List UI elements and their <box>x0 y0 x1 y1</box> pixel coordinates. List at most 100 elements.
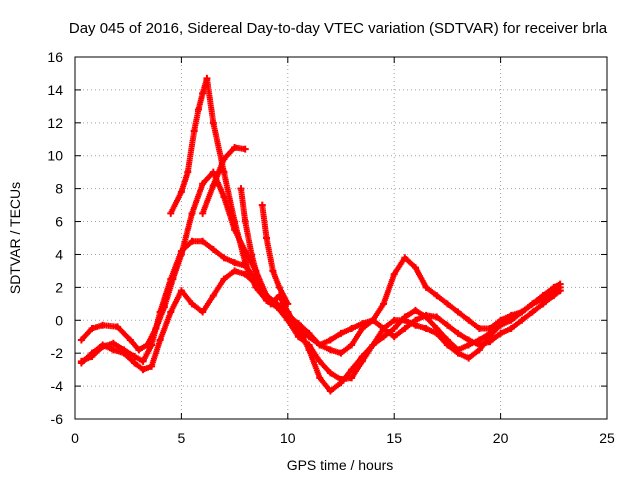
data-point <box>454 346 462 354</box>
data-point <box>199 180 207 188</box>
data-point <box>305 329 313 337</box>
y-tick-label: 0 <box>55 312 63 328</box>
data-point <box>465 316 473 324</box>
data-point <box>114 323 122 331</box>
data-point <box>401 325 409 332</box>
data-point <box>275 283 283 291</box>
data-point <box>284 300 292 308</box>
data-point <box>139 366 147 374</box>
data-point <box>77 359 85 367</box>
data-point <box>220 193 228 201</box>
data-point <box>422 311 430 319</box>
data-point <box>99 321 107 329</box>
y-tick-label: -2 <box>51 345 64 361</box>
data-point <box>88 349 96 357</box>
data-point <box>475 341 483 349</box>
data-point <box>497 329 505 337</box>
data-point <box>199 89 207 97</box>
data-point <box>220 155 228 163</box>
data-point <box>109 346 117 354</box>
data-point <box>433 292 441 300</box>
data-point <box>475 325 483 332</box>
chart-title: Day 045 of 2016, Sidereal Day-to-day VTE… <box>69 20 608 37</box>
data-point <box>131 352 139 360</box>
data-point <box>99 341 107 349</box>
data-point <box>556 287 564 295</box>
data-point <box>422 325 430 332</box>
data-point <box>77 336 85 344</box>
data-marks <box>77 74 564 395</box>
data-point <box>156 308 164 316</box>
y-tick-label: -4 <box>51 378 64 394</box>
data-point <box>316 341 324 349</box>
data-point <box>337 349 345 357</box>
data-point <box>88 325 96 332</box>
data-point <box>109 339 117 347</box>
data-point <box>518 316 526 324</box>
data-point <box>401 313 409 321</box>
data-point <box>231 144 239 151</box>
data-point <box>231 267 239 275</box>
data-point <box>167 308 175 316</box>
data-point <box>241 259 249 267</box>
data-point <box>348 366 356 374</box>
data-point <box>301 333 309 341</box>
data-point <box>220 275 228 283</box>
data-point <box>220 254 228 262</box>
data-point <box>267 300 275 308</box>
data-point <box>131 359 139 367</box>
y-tick-label: 8 <box>55 181 63 197</box>
data-point <box>177 287 185 295</box>
x-tick-label: 15 <box>386 430 402 446</box>
data-point <box>252 283 260 291</box>
data-point <box>231 259 239 267</box>
y-axis-label: SDTVAR / TECUs <box>7 182 23 294</box>
y-tick-label: 4 <box>55 246 63 262</box>
grid-lines <box>75 57 607 419</box>
data-point <box>237 185 245 193</box>
data-point <box>326 369 334 377</box>
data-point <box>135 346 143 354</box>
data-point <box>390 333 398 341</box>
data-point <box>486 329 494 337</box>
data-point <box>443 300 451 308</box>
series-track-5 <box>199 144 249 217</box>
data-point <box>258 201 266 209</box>
data-point <box>177 188 185 196</box>
data-point <box>390 270 398 278</box>
data-point <box>337 329 345 337</box>
data-point <box>507 325 515 332</box>
data-point <box>184 168 192 176</box>
data-point <box>188 209 196 217</box>
data-point <box>156 336 164 344</box>
data-point <box>209 181 217 189</box>
data-point <box>326 346 334 354</box>
data-point <box>422 283 430 291</box>
y-tick-label: 2 <box>55 279 63 295</box>
data-point <box>194 106 202 114</box>
data-point <box>209 168 217 176</box>
data-point <box>529 308 537 316</box>
data-point <box>316 357 324 365</box>
data-point <box>348 341 356 349</box>
data-point <box>486 338 494 346</box>
data-point <box>188 300 196 308</box>
data-point <box>348 325 356 332</box>
data-point <box>167 209 175 217</box>
data-point <box>248 250 256 258</box>
data-point <box>326 336 334 344</box>
data-point <box>305 346 313 354</box>
data-point <box>443 321 451 329</box>
data-point <box>465 336 473 344</box>
data-point <box>139 357 147 365</box>
y-tick-label: 10 <box>47 148 63 164</box>
data-point <box>529 300 537 308</box>
series-track-7 <box>258 201 292 308</box>
data-point <box>518 308 526 316</box>
data-point <box>411 316 419 324</box>
data-point <box>199 237 207 245</box>
data-point <box>326 387 334 395</box>
data-point <box>465 354 473 362</box>
data-point <box>348 374 356 382</box>
data-point <box>167 275 175 283</box>
